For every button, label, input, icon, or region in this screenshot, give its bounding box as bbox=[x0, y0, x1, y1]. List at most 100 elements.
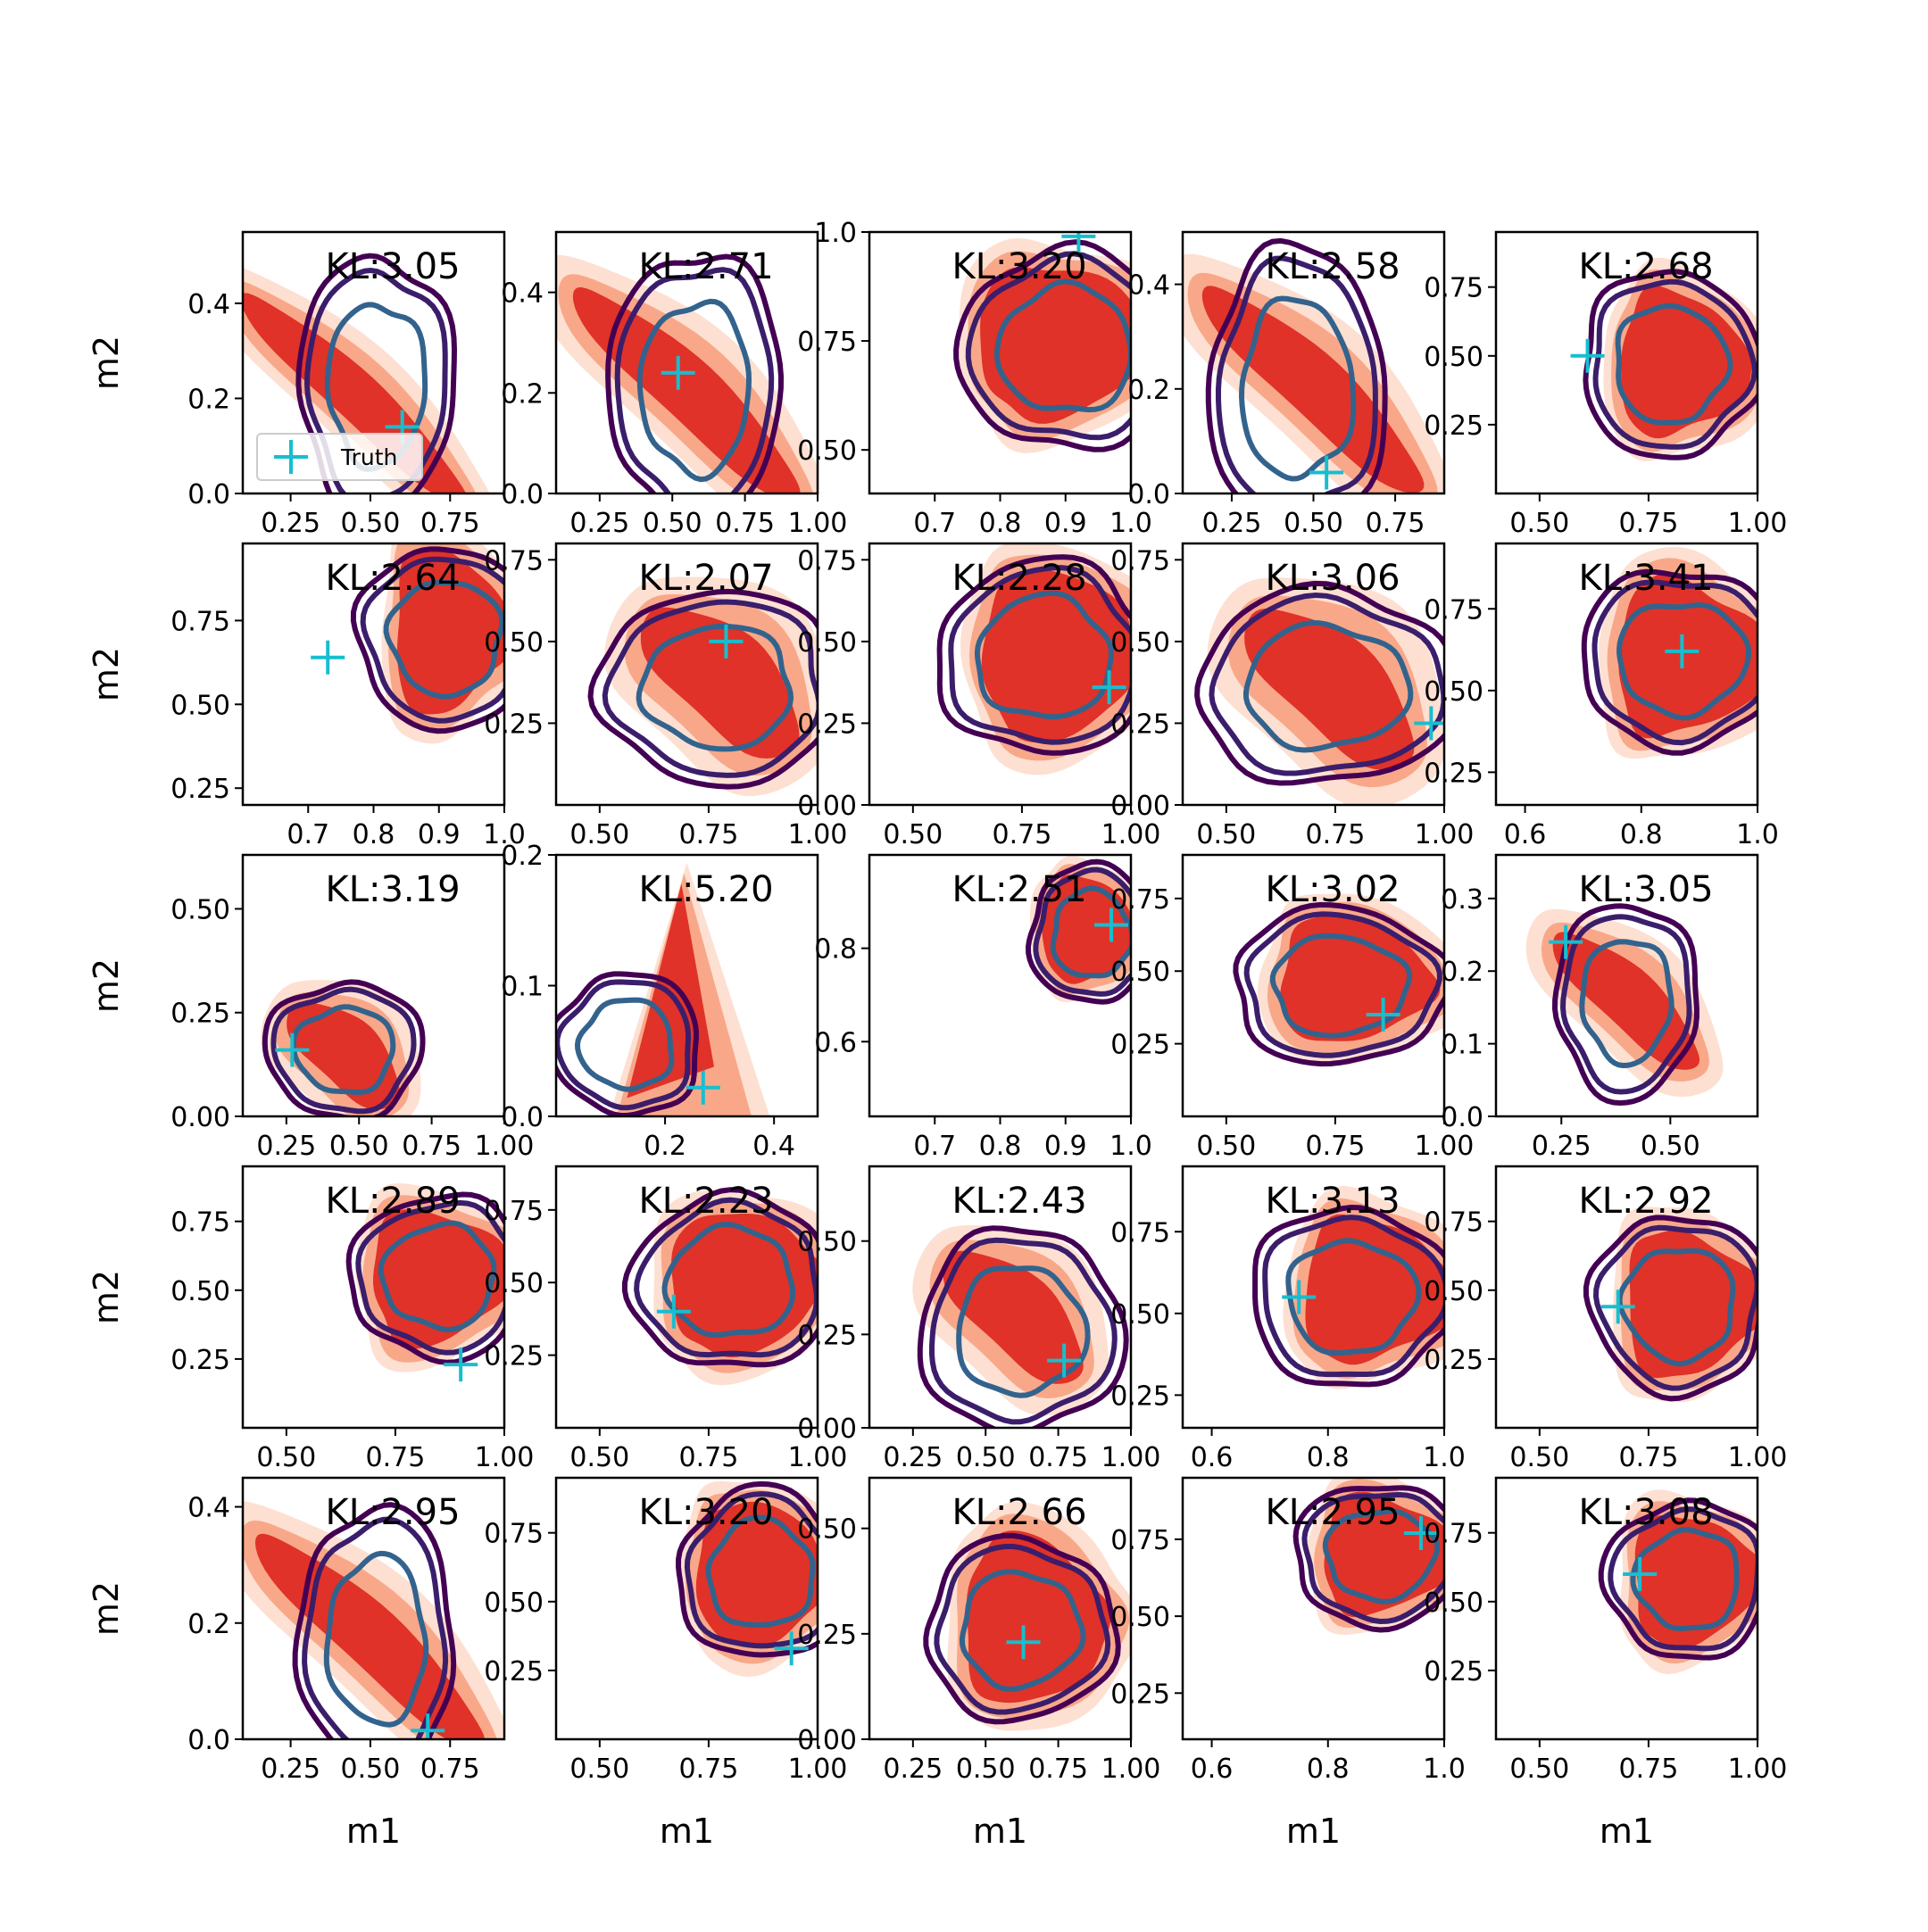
x-tick-label: 0.9 bbox=[1044, 1131, 1087, 1162]
x-tick-label: 0.75 bbox=[1028, 1442, 1088, 1473]
x-ticks: 0.6 0.8 1.0 bbox=[1191, 1428, 1466, 1473]
panel-8: 0.50 0.75 1.00 0.00 0.25 0.50 0.75 KL:2.28 bbox=[797, 542, 1161, 850]
contour-middle bbox=[934, 1544, 1111, 1715]
contour-outer bbox=[1581, 568, 1758, 756]
y-ticks: 0.25 0.50 0.75 bbox=[484, 1519, 556, 1687]
truth-marker bbox=[1403, 1516, 1438, 1551]
x-tick-label: 1.00 bbox=[788, 508, 848, 539]
contour-inner bbox=[1616, 601, 1752, 721]
x-tick-label: 1.00 bbox=[1728, 1754, 1788, 1785]
axes-frame bbox=[1181, 853, 1446, 1118]
x-ticks: 0.50 0.75 1.00 bbox=[1196, 805, 1474, 850]
x-tick-label: 0.25 bbox=[569, 508, 629, 539]
y-tick-label: 0.2 bbox=[501, 841, 544, 872]
truth-marker bbox=[1282, 1280, 1317, 1314]
fill-level-3 bbox=[943, 1250, 1084, 1384]
x-tick-label: 0.50 bbox=[569, 819, 629, 850]
x-tick-label: 0.50 bbox=[1509, 508, 1569, 539]
x-tick-label: 0.50 bbox=[643, 508, 702, 539]
x-tick-label: 0.50 bbox=[1509, 1442, 1569, 1473]
y-tick-label: 0.75 bbox=[1110, 1217, 1170, 1248]
x-tick-label: 0.9 bbox=[418, 819, 461, 850]
truth-marker bbox=[709, 624, 744, 659]
x-tick-label: 1.00 bbox=[788, 1442, 848, 1473]
y-tick-label: 0.75 bbox=[1424, 594, 1483, 626]
y-tick-label: 0.75 bbox=[484, 1196, 544, 1227]
legend-box bbox=[256, 433, 423, 481]
x-tick-label: 0.50 bbox=[956, 1754, 1016, 1785]
y-tick-label: 0.50 bbox=[797, 627, 857, 659]
contour-inner bbox=[574, 997, 675, 1092]
y-ticks: 0.25 0.50 0.75 bbox=[170, 606, 243, 805]
axes-frame bbox=[241, 230, 506, 495]
x-tick-label: 0.50 bbox=[1196, 819, 1256, 850]
y-ticks: 0.00 0.25 0.50 bbox=[797, 1514, 869, 1756]
panel-18: 0.25 0.50 0.75 1.00 0.00 0.25 0.50 KL:2.43 bbox=[797, 1165, 1160, 1473]
plot-area bbox=[912, 1225, 1129, 1428]
contour-inner bbox=[1269, 933, 1413, 1039]
axes-frame bbox=[1181, 542, 1446, 807]
contour-outer bbox=[936, 554, 1131, 756]
axes-frame bbox=[1494, 853, 1759, 1118]
kl-annotation: KL:2.92 bbox=[1578, 1181, 1713, 1222]
axes-frame bbox=[868, 1476, 1133, 1741]
y-tick-label: 0.75 bbox=[797, 327, 857, 358]
x-tick-label: 0.6 bbox=[1504, 819, 1547, 850]
axes-frame bbox=[868, 542, 1133, 807]
plot-area bbox=[311, 543, 504, 744]
truth-marker bbox=[1549, 925, 1583, 959]
x-tick-label: 0.50 bbox=[883, 819, 943, 850]
x-tick-label: 0.50 bbox=[569, 1754, 629, 1785]
y-ticks: 0.0 0.2 0.4 bbox=[187, 289, 243, 510]
y-tick-label: 0.0 bbox=[501, 479, 544, 510]
y-tick-label: 0.75 bbox=[484, 545, 544, 576]
y-ticks: 0.25 0.50 0.75 bbox=[170, 1207, 243, 1376]
y-tick-label: 0.50 bbox=[797, 435, 857, 467]
contour-outer bbox=[1252, 1204, 1444, 1388]
x-tick-label: 0.7 bbox=[913, 508, 956, 539]
plot-area bbox=[1025, 856, 1131, 1005]
y-tick-label: 0.75 bbox=[797, 545, 857, 576]
x-ticks: 0.25 0.50 0.75 bbox=[261, 493, 480, 539]
y-tick-label: 1.0 bbox=[814, 218, 857, 249]
panel-14: 0.50 0.75 1.00 0.25 0.50 0.75 KL:3.02 bbox=[1110, 853, 1474, 1162]
y-tick-label: 0.0 bbox=[187, 479, 230, 510]
plot-area bbox=[243, 253, 490, 493]
y-tick-label: 0.50 bbox=[797, 1227, 857, 1258]
panel-4: 0.25 0.50 0.75 0.0 0.2 0.4 KL:2.58 bbox=[1127, 230, 1446, 539]
contour-outer bbox=[556, 971, 700, 1116]
x-tick-label: 0.25 bbox=[261, 1754, 320, 1785]
contour-inner bbox=[661, 1221, 796, 1339]
fill-level-3 bbox=[287, 1001, 400, 1110]
plot-area bbox=[261, 979, 426, 1116]
x-tick-label: 1.0 bbox=[1109, 1131, 1152, 1162]
plot-area bbox=[1570, 257, 1758, 461]
axes-frame bbox=[554, 542, 819, 807]
truth-marker bbox=[444, 1347, 478, 1382]
y-tick-label: 0.2 bbox=[501, 378, 544, 410]
truth-marker bbox=[311, 640, 345, 675]
kl-annotation: KL:2.28 bbox=[952, 558, 1086, 599]
x-tick-label: 0.2 bbox=[644, 1131, 686, 1162]
y-tick-label: 0.50 bbox=[1110, 1602, 1170, 1633]
contour-outer bbox=[621, 1187, 818, 1368]
contour-inner bbox=[959, 1569, 1086, 1693]
x-axis-label: m1 bbox=[1286, 1812, 1341, 1851]
y-ticks: 0.0 0.2 0.4 bbox=[187, 1493, 243, 1756]
y-ticks: 0.25 0.50 0.75 bbox=[1424, 594, 1496, 789]
kl-annotation: KL:3.02 bbox=[1265, 869, 1400, 910]
contour-middle bbox=[1559, 914, 1692, 1095]
x-tick-label: 1.00 bbox=[1101, 819, 1161, 850]
panel-23: 0.25 0.50 0.75 1.00 0.00 0.25 0.50 KL:2.66 m1 bbox=[797, 1476, 1160, 1851]
panel-9: 0.50 0.75 1.00 0.00 0.25 0.50 0.75 KL:3.06 bbox=[1110, 542, 1474, 850]
y-tick-label: 0.25 bbox=[484, 709, 544, 740]
plot-area bbox=[1581, 546, 1758, 759]
axes-frame bbox=[1494, 230, 1759, 495]
contour-outer bbox=[1292, 1485, 1444, 1633]
y-ticks: 0.00 0.25 0.50 bbox=[170, 894, 243, 1133]
x-ticks: 0.6 0.8 1.0 bbox=[1504, 805, 1779, 850]
panel-12: 0.2 0.4 0.0 0.1 0.2 KL:5.20 bbox=[501, 841, 819, 1162]
y-tick-label: 0.4 bbox=[1127, 270, 1170, 302]
x-tick-label: 1.0 bbox=[1423, 1442, 1466, 1473]
